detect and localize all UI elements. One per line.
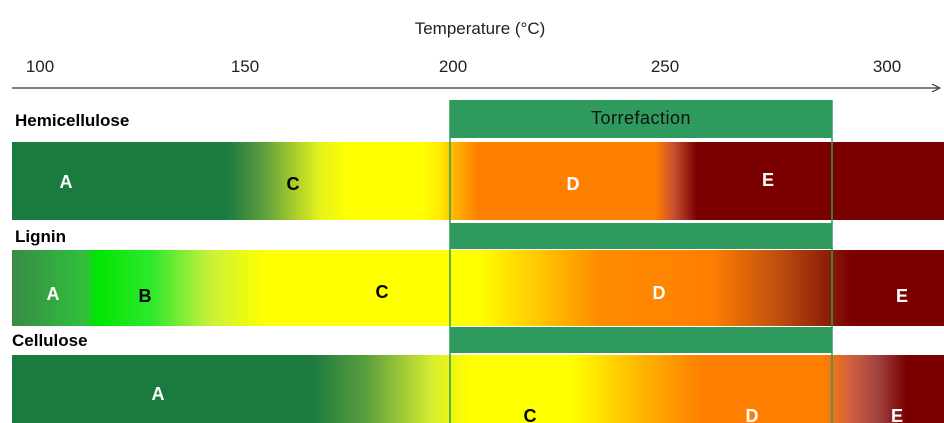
band-letter: A xyxy=(47,284,60,304)
axis-tick-250: 250 xyxy=(651,57,679,76)
band-strip-lignin xyxy=(12,250,944,326)
band-strip-hemicellulose xyxy=(12,142,944,220)
axis-tick-200: 200 xyxy=(439,57,467,76)
torrefaction-box-lignin xyxy=(450,223,832,249)
band-letter: D xyxy=(567,174,580,194)
band-letter: E xyxy=(891,406,903,423)
band-strip-cellulose xyxy=(12,355,944,423)
band-letter: D xyxy=(746,406,759,423)
band-letter: C xyxy=(376,282,389,302)
band-letter: C xyxy=(287,174,300,194)
torrefaction-label: Torrefaction xyxy=(591,108,691,128)
axis-title: Temperature (°C) xyxy=(415,19,546,38)
band-letter: D xyxy=(653,283,666,303)
row-label-lignin: Lignin xyxy=(15,227,66,246)
torrefaction-box-hemicellulose xyxy=(450,100,832,138)
band-letter: E xyxy=(896,286,908,306)
band-letter: C xyxy=(524,406,537,423)
axis-arrowhead xyxy=(931,83,942,93)
band-letter: A xyxy=(60,172,73,192)
axis-tick-300: 300 xyxy=(873,57,901,76)
torrefaction-box-cellulose xyxy=(450,327,832,353)
row-label-cellulose: Cellulose xyxy=(12,331,88,350)
band-letter: B xyxy=(139,286,152,306)
axis-tick-150: 150 xyxy=(231,57,259,76)
axis-tick-100: 100 xyxy=(26,57,54,76)
band-letter: E xyxy=(762,170,774,190)
row-label-hemicellulose: Hemicellulose xyxy=(15,111,129,130)
band-letter: A xyxy=(152,384,165,404)
